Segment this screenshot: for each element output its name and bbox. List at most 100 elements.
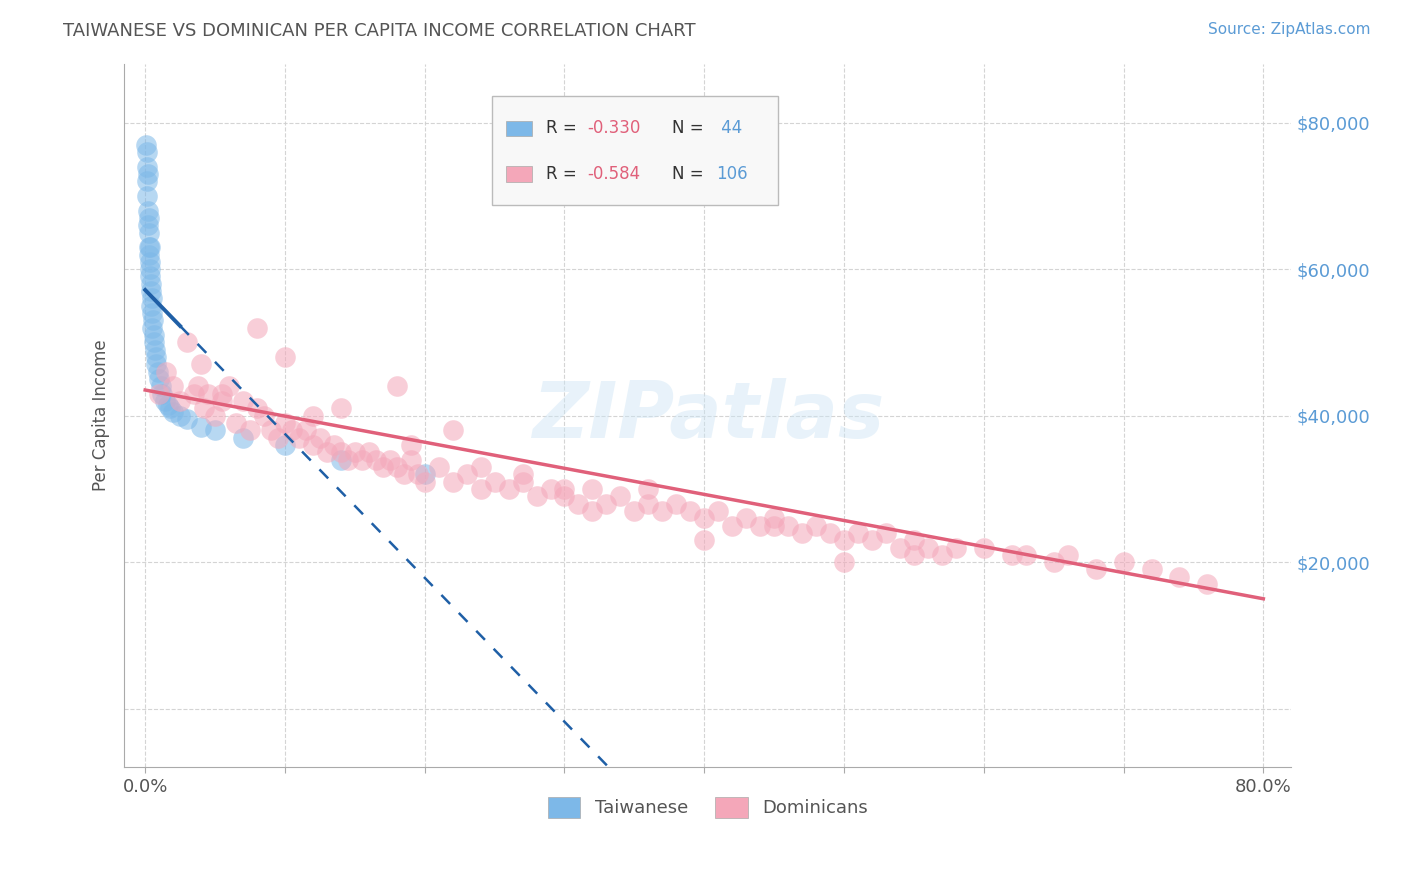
- Point: [637, 482, 659, 496]
- Point: [778, 518, 800, 533]
- Point: [204, 409, 226, 423]
- Point: [136, 167, 159, 181]
- Point: [139, 262, 162, 277]
- Point: [218, 379, 240, 393]
- Point: [399, 452, 422, 467]
- Point: [145, 358, 167, 372]
- Point: [336, 452, 359, 467]
- Point: [609, 489, 631, 503]
- Point: [945, 541, 967, 555]
- Point: [138, 226, 160, 240]
- Point: [860, 533, 883, 548]
- Point: [138, 247, 160, 261]
- Bar: [506, 120, 531, 136]
- Point: [917, 541, 939, 555]
- Point: [281, 423, 304, 437]
- Text: -0.584: -0.584: [588, 165, 641, 183]
- Point: [1084, 562, 1107, 576]
- Text: 44: 44: [716, 120, 742, 137]
- Point: [197, 386, 219, 401]
- Point: [427, 459, 450, 474]
- Point: [567, 497, 589, 511]
- Point: [903, 533, 925, 548]
- Point: [169, 409, 191, 423]
- Point: [378, 452, 401, 467]
- Point: [143, 335, 166, 350]
- Point: [441, 475, 464, 489]
- Point: [162, 405, 184, 419]
- Point: [153, 394, 176, 409]
- Point: [274, 438, 297, 452]
- Point: [138, 211, 160, 225]
- Point: [553, 489, 575, 503]
- Legend: Taiwanese, Dominicans: Taiwanese, Dominicans: [540, 789, 875, 825]
- Point: [176, 412, 198, 426]
- Point: [790, 525, 813, 540]
- Point: [138, 240, 160, 254]
- Point: [142, 328, 165, 343]
- Point: [190, 419, 212, 434]
- Point: [693, 533, 716, 548]
- Text: N =: N =: [672, 165, 709, 183]
- Point: [470, 459, 492, 474]
- Point: [329, 401, 352, 416]
- Point: [1140, 562, 1163, 576]
- Point: [232, 431, 254, 445]
- Point: [832, 533, 855, 548]
- Point: [623, 504, 645, 518]
- Point: [148, 372, 170, 386]
- Point: [512, 467, 534, 482]
- Point: [190, 358, 212, 372]
- Point: [139, 269, 162, 284]
- Point: [364, 452, 387, 467]
- Point: [665, 497, 688, 511]
- Point: [288, 431, 311, 445]
- Point: [239, 423, 262, 437]
- Point: [1056, 548, 1078, 562]
- Point: [136, 145, 159, 159]
- Point: [211, 386, 233, 401]
- Point: [141, 306, 163, 320]
- Point: [302, 409, 325, 423]
- Point: [399, 438, 422, 452]
- Point: [679, 504, 702, 518]
- Point: [721, 518, 744, 533]
- Text: R =: R =: [546, 120, 582, 137]
- Point: [274, 416, 297, 430]
- Point: [135, 137, 157, 152]
- Point: [875, 525, 897, 540]
- Point: [804, 518, 827, 533]
- Point: [159, 401, 181, 416]
- Point: [309, 431, 332, 445]
- Point: [484, 475, 506, 489]
- Point: [973, 541, 995, 555]
- Point: [253, 409, 276, 423]
- Point: [651, 504, 673, 518]
- Point: [385, 459, 408, 474]
- Point: [637, 497, 659, 511]
- Point: [246, 320, 269, 334]
- Point: [735, 511, 758, 525]
- Point: [322, 438, 344, 452]
- Point: [371, 459, 394, 474]
- Point: [1197, 577, 1219, 591]
- Point: [150, 386, 173, 401]
- Point: [498, 482, 520, 496]
- Point: [232, 394, 254, 409]
- Point: [146, 365, 169, 379]
- Point: [211, 394, 233, 409]
- Point: [329, 452, 352, 467]
- Point: [1001, 548, 1024, 562]
- Point: [183, 386, 205, 401]
- Point: [707, 504, 730, 518]
- Point: [350, 452, 373, 467]
- Point: [1112, 555, 1135, 569]
- Point: [145, 350, 167, 364]
- Point: [889, 541, 911, 555]
- Point: [526, 489, 548, 503]
- Text: Source: ZipAtlas.com: Source: ZipAtlas.com: [1208, 22, 1371, 37]
- FancyBboxPatch shape: [492, 95, 778, 204]
- Text: 106: 106: [716, 165, 748, 183]
- Point: [406, 467, 429, 482]
- Bar: [506, 167, 531, 182]
